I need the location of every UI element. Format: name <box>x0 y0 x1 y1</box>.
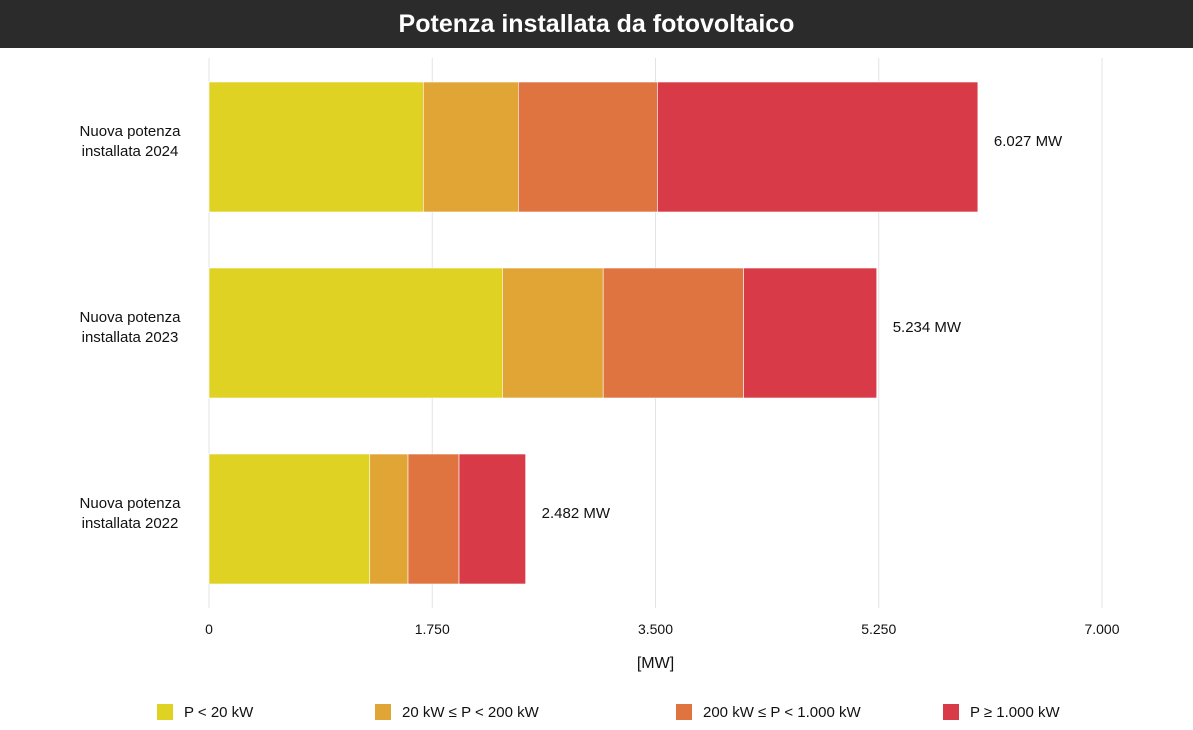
legend: P < 20 kW 20 kW ≤ P < 200 kW 200 kW ≤ P < … <box>157 704 1061 721</box>
bars <box>208 81 979 585</box>
bar-segment <box>502 267 604 399</box>
total-value-label: 5.234 MW <box>893 319 962 336</box>
legend-label: P < 20 kW <box>184 704 254 721</box>
legend-swatch <box>375 704 391 720</box>
x-tick-label: 0 <box>205 621 213 637</box>
bar-segment <box>208 453 371 585</box>
legend-label: 200 kW ≤ P < 1.000 kW <box>703 704 861 721</box>
labels: 0 1.750 3.500 5.250 7.000 [MW] Nuova potenza in… <box>80 123 1120 672</box>
category-label: installata 2024 <box>82 143 179 160</box>
x-tick-label: 7.000 <box>1084 621 1119 637</box>
legend-swatch <box>676 704 692 720</box>
bar-segment <box>518 81 658 213</box>
category-label: installata 2022 <box>82 515 179 532</box>
category-label: Nuova potenza <box>80 495 182 512</box>
bar-segment <box>423 81 519 213</box>
total-value-label: 6.027 MW <box>994 133 1063 150</box>
legend-swatch <box>157 704 173 720</box>
x-axis-title: [MW] <box>637 655 674 672</box>
bar-segment <box>369 453 409 585</box>
bar-segment <box>208 81 424 213</box>
legend-label: P ≥ 1.000 kW <box>970 704 1061 721</box>
total-value-label: 2.482 MW <box>542 505 611 522</box>
bar-segment <box>602 267 744 399</box>
chart-title: Potenza installata da fotovoltaico <box>0 0 1193 48</box>
bar-segment <box>208 267 503 399</box>
x-tick-label: 5.250 <box>861 621 896 637</box>
x-tick-label: 1.750 <box>415 621 450 637</box>
x-tick-label: 3.500 <box>638 621 673 637</box>
legend-swatch <box>943 704 959 720</box>
bar-segment <box>657 81 979 213</box>
bar-segment <box>743 267 878 399</box>
bar-segment <box>458 453 526 585</box>
category-label: Nuova potenza <box>80 123 182 140</box>
bar-segment <box>407 453 460 585</box>
category-label: installata 2023 <box>82 329 179 346</box>
legend-label: 20 kW ≤ P < 200 kW <box>402 704 540 721</box>
category-label: Nuova potenza <box>80 309 182 326</box>
